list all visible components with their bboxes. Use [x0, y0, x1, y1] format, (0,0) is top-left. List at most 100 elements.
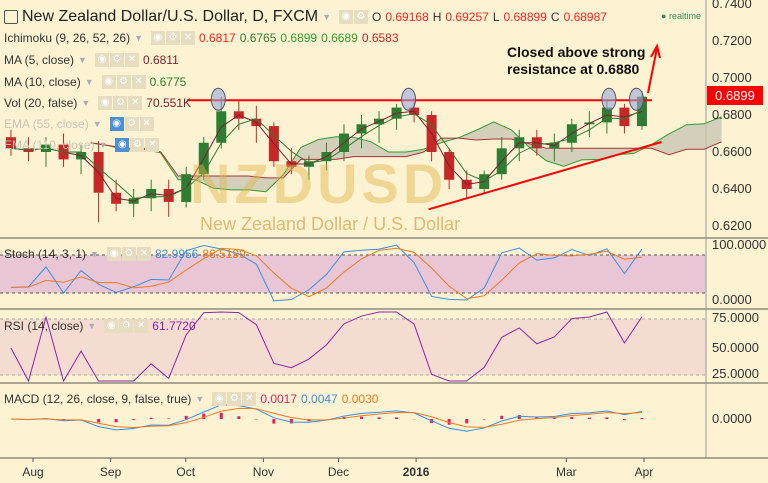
- rsi-line: [10, 311, 643, 383]
- indicator-legend[interactable]: MA (10, close) ▼ ◉ ⚙ ✕ 0.6775: [4, 75, 186, 89]
- eye-icon[interactable]: ◉: [101, 75, 116, 89]
- chevron-down-icon[interactable]: ▼: [322, 12, 332, 22]
- indicator-value: 0.0017: [260, 392, 298, 406]
- indicator-name[interactable]: EMA (110, close): [4, 138, 95, 152]
- indicator-name[interactable]: MA (10, close): [4, 75, 81, 89]
- time-axis-label: Oct: [176, 465, 196, 479]
- close-icon[interactable]: ✕: [145, 138, 160, 152]
- close-icon[interactable]: ✕: [139, 117, 154, 131]
- indicator-name[interactable]: RSI (14, close): [4, 319, 84, 333]
- chevron-down-icon[interactable]: ▼: [90, 249, 99, 259]
- indicator-value: 86.5199: [202, 247, 246, 261]
- chevron-down-icon[interactable]: ▼: [81, 98, 91, 108]
- macd-signal-line: [10, 407, 642, 429]
- indicator-value: 0.6817: [199, 31, 236, 45]
- annotation-line2: resistance at 0.6880: [507, 61, 640, 77]
- arrow-line: [647, 47, 658, 94]
- close-icon[interactable]: ✕: [181, 31, 195, 45]
- indicator-legend[interactable]: EMA (110, close) ▼ ◉ ⚙ ✕: [4, 138, 160, 152]
- indicator-legend[interactable]: EMA (55, close) ▼ ◉ ⚙ ✕: [4, 117, 154, 131]
- time-axis-label: Dec: [327, 465, 350, 479]
- price-axis-tick: 0.7400: [712, 0, 752, 11]
- indicator-name[interactable]: MA (5, close): [4, 53, 75, 67]
- time-axis-label: Mar: [556, 465, 577, 479]
- indicator-value: 0.6811: [142, 53, 179, 67]
- indicator-value: 0.6899: [280, 31, 318, 45]
- gear-icon[interactable]: ⚙: [124, 117, 139, 131]
- price-axis-tick: 0.6400: [712, 181, 752, 196]
- high-value: 0.69257: [445, 10, 489, 24]
- price-axis-tick: 0.7200: [712, 33, 752, 48]
- eye-icon[interactable]: ◉: [106, 247, 121, 261]
- close-icon[interactable]: ✕: [242, 392, 257, 406]
- rsi-axis-tick: 50.0000: [712, 340, 759, 355]
- indicator-name[interactable]: Vol (20, false): [4, 96, 78, 110]
- arrow-head-icon: [650, 43, 661, 59]
- close-value: 0.68987: [563, 10, 607, 24]
- eye-icon[interactable]: ◉: [151, 31, 165, 45]
- indicator-name[interactable]: EMA (55, close): [4, 117, 89, 131]
- close-icon[interactable]: ✕: [128, 96, 143, 110]
- macd-legend[interactable]: MACD (12, 26, close, 9, false, true) ▼ ◉ ⚙ ✕…: [4, 392, 378, 406]
- annotation-line1: Closed above strong: [507, 44, 646, 60]
- symbol-title[interactable]: New Zealand Dollar/U.S. Dollar, D, FXCM: [22, 8, 319, 25]
- ichimoku-cloud: [90, 116, 722, 192]
- stoch-legend[interactable]: Stoch (14, 3, 1) ▼ ◉ ⚙ ✕ 82.9956 86.5199: [4, 247, 246, 261]
- close-icon[interactable]: ✕: [131, 75, 146, 89]
- eye-icon[interactable]: ◉: [115, 138, 130, 152]
- chevron-down-icon[interactable]: ▼: [98, 140, 108, 150]
- chevron-down-icon[interactable]: ▼: [87, 321, 97, 331]
- open-label: O: [372, 10, 382, 24]
- rsi-legend[interactable]: RSI (14, close) ▼ ◉ ⚙ ✕ 61.7720: [4, 319, 196, 333]
- candle: [5, 137, 16, 149]
- gear-icon[interactable]: ⚙: [166, 31, 180, 45]
- indicator-value: 0.6775: [149, 75, 187, 89]
- resistance-touch-marker: [601, 87, 617, 111]
- chevron-down-icon[interactable]: ▼: [134, 33, 143, 43]
- time-axis-label: Nov: [252, 465, 275, 479]
- indicator-value: 61.7720: [152, 319, 196, 333]
- resistance-touch-marker: [401, 87, 417, 111]
- chevron-down-icon[interactable]: ▼: [84, 77, 94, 87]
- chevron-down-icon[interactable]: ▼: [92, 119, 102, 129]
- gear-icon[interactable]: ⚙: [227, 392, 242, 406]
- eye-icon[interactable]: ◉: [98, 96, 113, 110]
- gear-icon[interactable]: ⚙: [121, 247, 136, 261]
- gear-icon[interactable]: ⚙: [354, 10, 369, 24]
- close-icon[interactable]: ✕: [136, 247, 151, 261]
- gear-icon[interactable]: ⚙: [119, 319, 134, 333]
- indicator-legend[interactable]: MA (5, close) ▼ ◉ ⚙ ✕ 0.6811: [4, 53, 179, 67]
- time-axis-label: 2016: [402, 465, 430, 479]
- gear-icon[interactable]: ⚙: [109, 53, 124, 67]
- gear-icon[interactable]: ⚙: [116, 75, 131, 89]
- time-axis-label: Aug: [22, 465, 44, 479]
- gear-icon[interactable]: ⚙: [130, 138, 145, 152]
- eye-icon[interactable]: ◉: [109, 117, 124, 131]
- annotation-text[interactable]: Closed above strong resistance at 0.6880: [507, 44, 645, 78]
- chevron-down-icon[interactable]: ▼: [78, 55, 87, 65]
- eye-icon[interactable]: ◉: [339, 10, 354, 24]
- indicator-name[interactable]: Stoch (14, 3, 1): [4, 247, 87, 261]
- gear-icon[interactable]: ⚙: [113, 96, 128, 110]
- stoch-k-line: [10, 244, 643, 302]
- indicator-name[interactable]: MACD (12, 26, close, 9, false, true): [4, 392, 192, 406]
- eye-icon[interactable]: ◉: [94, 53, 109, 67]
- stoch-axis-tick: 0.0000: [712, 292, 752, 307]
- symbol-legend: New Zealand Dollar/U.S. Dollar, D, FXCM …: [4, 8, 607, 26]
- indicator-legend[interactable]: Vol (20, false) ▼ ◉ ⚙ ✕ 70.551K: [4, 96, 191, 110]
- ma-10-line: [10, 109, 643, 199]
- indicator-name[interactable]: Ichimoku (9, 26, 52, 26): [4, 31, 131, 45]
- low-label: L: [492, 10, 500, 24]
- eye-icon[interactable]: ◉: [104, 319, 119, 333]
- indicator-legend[interactable]: Ichimoku (9, 26, 52, 26) ▼ ◉ ⚙ ✕ 0.6817 0.6765…: [4, 31, 399, 45]
- close-icon[interactable]: ✕: [124, 53, 139, 67]
- eye-icon[interactable]: ◉: [212, 392, 227, 406]
- close-icon[interactable]: ✕: [134, 319, 149, 333]
- compare-icon[interactable]: [4, 10, 18, 24]
- indicator-value: 0.6689: [321, 31, 358, 45]
- ichimoku-span-b: [90, 137, 722, 179]
- chevron-down-icon[interactable]: ▼: [195, 394, 205, 404]
- low-value: 0.68899: [503, 10, 547, 24]
- resistance-touch-marker: [628, 87, 644, 111]
